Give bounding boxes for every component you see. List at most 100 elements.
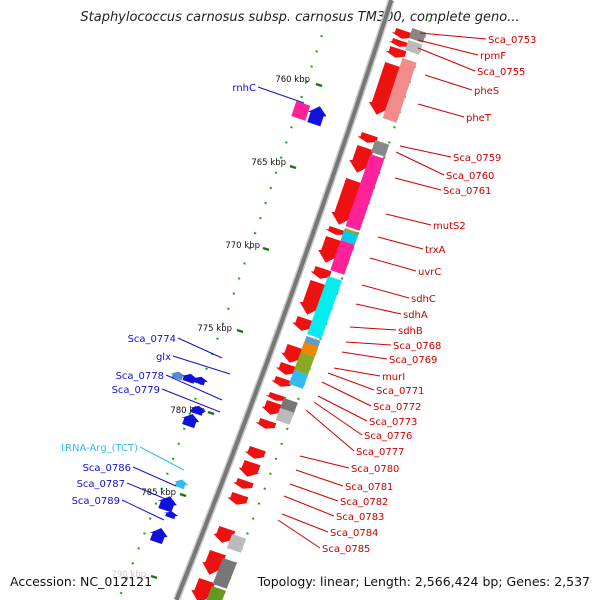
gene-label-sca-0777[interactable]: Sca_0777 bbox=[356, 447, 404, 458]
gene-sca-0787[interactable] bbox=[163, 511, 179, 520]
gene-band-6[interactable] bbox=[340, 230, 359, 245]
leader-line bbox=[299, 455, 350, 469]
gene-label-sca-0784[interactable]: Sca_0784 bbox=[330, 528, 378, 539]
leader-line bbox=[355, 303, 402, 315]
gene-label-sdhc[interactable]: sdhC bbox=[411, 294, 436, 305]
gene-label-sdhb[interactable]: sdhB bbox=[398, 326, 423, 337]
gene-sca-0780[interactable] bbox=[213, 526, 236, 543]
gene-sca-0786[interactable] bbox=[157, 496, 177, 513]
gene-label-sca-0781[interactable]: Sca_0781 bbox=[345, 482, 393, 493]
gene-trxa[interactable] bbox=[310, 266, 333, 279]
gene-label-trna-arg[interactable]: tRNA-Arg_(TCT) bbox=[61, 443, 138, 454]
gene-sca-0774-band[interactable] bbox=[169, 371, 186, 381]
gene-sca-0769[interactable] bbox=[265, 392, 288, 401]
gene-sca-0761[interactable] bbox=[325, 226, 348, 235]
gene-sca-0768[interactable] bbox=[271, 376, 294, 387]
leader-line bbox=[395, 151, 445, 176]
ruler-track bbox=[117, 19, 431, 600]
map-title: Staphylococcus carnosus subsp. carnosus … bbox=[80, 10, 520, 25]
gene-label-sca-0778[interactable]: Sca_0778 bbox=[116, 371, 164, 382]
gene-label-sca-0773[interactable]: Sca_0773 bbox=[369, 417, 417, 428]
gene-uvrc[interactable] bbox=[299, 280, 327, 315]
gene-label-glx[interactable]: glx bbox=[156, 352, 171, 363]
gene-rnhc[interactable] bbox=[307, 106, 327, 127]
gene-band-15[interactable] bbox=[226, 534, 247, 553]
gene-label-sca-0786[interactable]: Sca_0786 bbox=[83, 463, 131, 474]
gene-band-8[interactable] bbox=[307, 276, 342, 339]
gene-label-sca-0776[interactable]: Sca_0776 bbox=[364, 431, 412, 442]
gene-label-muri[interactable]: murI bbox=[382, 372, 405, 383]
gene-band-11[interactable] bbox=[294, 352, 315, 375]
gene-label-rnhc[interactable]: rnhC bbox=[232, 83, 256, 94]
gene-label-sca-0785[interactable]: Sca_0785 bbox=[322, 544, 370, 555]
gene-label-sca-0753[interactable]: Sca_0753 bbox=[488, 35, 536, 46]
right-labels[interactable]: Sca_0753 rpmF Sca_0755 pheS pheT Sca_075… bbox=[322, 35, 536, 555]
gene-sca-0773[interactable] bbox=[238, 460, 261, 477]
gene-label-sdha[interactable]: sdhA bbox=[403, 310, 428, 321]
gene-label-sca-0760[interactable]: Sca_0760 bbox=[446, 171, 494, 182]
gene-label-sca-0769[interactable]: Sca_0769 bbox=[389, 355, 437, 366]
gene-band-2[interactable] bbox=[382, 58, 417, 123]
gene-sca-0789[interactable] bbox=[149, 528, 168, 545]
gene-rnhc-band[interactable] bbox=[291, 101, 311, 121]
gene-label-sca-0780[interactable]: Sca_0780 bbox=[351, 464, 399, 475]
gene-band-17[interactable] bbox=[206, 586, 226, 600]
leader-line bbox=[345, 341, 392, 346]
gene-sdhb[interactable] bbox=[276, 362, 298, 375]
gene-glx[interactable] bbox=[192, 376, 208, 386]
gene-band-7[interactable] bbox=[330, 240, 355, 275]
gene-label-sca-0755[interactable]: Sca_0755 bbox=[477, 67, 525, 78]
gene-sca-0772[interactable] bbox=[244, 446, 267, 459]
gene-sca-0755[interactable] bbox=[385, 46, 408, 58]
gene-rpmf[interactable] bbox=[389, 38, 411, 47]
gene-label-sca-0761[interactable]: Sca_0761 bbox=[443, 186, 491, 197]
gene-band-10[interactable] bbox=[300, 342, 319, 357]
gene-sca-0776[interactable] bbox=[233, 478, 256, 489]
gene-label-muts2[interactable]: mutS2 bbox=[433, 221, 466, 232]
gene-label-sca-0782[interactable]: Sca_0782 bbox=[340, 497, 388, 508]
gene-band-4[interactable] bbox=[345, 154, 385, 231]
gene-label-uvrc[interactable]: uvrC bbox=[418, 267, 441, 278]
gene-band-3[interactable] bbox=[371, 140, 390, 157]
gene-label-sca-0759[interactable]: Sca_0759 bbox=[453, 153, 501, 164]
gene-sdhc[interactable] bbox=[292, 316, 315, 331]
gene-band-0[interactable] bbox=[409, 28, 427, 43]
gene-sca-0779[interactable] bbox=[181, 414, 200, 429]
gene-label-rpmf[interactable]: rpmF bbox=[480, 51, 506, 62]
gene-label-sca-0783[interactable]: Sca_0783 bbox=[336, 512, 384, 523]
gene-sca-0771[interactable] bbox=[255, 418, 278, 429]
gene-phet[interactable] bbox=[357, 132, 380, 143]
gene-label-sca-0768[interactable]: Sca_0768 bbox=[393, 341, 441, 352]
leader-line bbox=[132, 466, 177, 487]
gene-sdha[interactable] bbox=[281, 344, 304, 363]
gene-label-phet[interactable]: pheT bbox=[466, 113, 492, 124]
gene-band-16[interactable] bbox=[212, 558, 237, 589]
gene-label-sca-0771[interactable]: Sca_0771 bbox=[376, 386, 424, 397]
gene-muri[interactable] bbox=[261, 400, 284, 415]
left-labels[interactable]: rnhC Sca_0774 glx Sca_0778 Sca_0779 tRNA… bbox=[61, 83, 256, 507]
gene-trna-arg[interactable] bbox=[173, 479, 189, 490]
gene-sca-0774[interactable] bbox=[180, 373, 198, 384]
gene-sca-0753[interactable] bbox=[391, 28, 414, 39]
gene-label-sca-0772[interactable]: Sca_0772 bbox=[373, 402, 421, 413]
genome-summary-text: Topology: linear; Length: 2,566,424 bp; … bbox=[257, 574, 590, 589]
gene-label-sca-0774[interactable]: Sca_0774 bbox=[128, 334, 176, 345]
gene-sca-0778[interactable] bbox=[189, 405, 207, 416]
leader-line bbox=[377, 236, 424, 250]
gene-label-sca-0787[interactable]: Sca_0787 bbox=[77, 479, 125, 490]
gene-band-14[interactable] bbox=[275, 408, 295, 425]
leader-line bbox=[165, 374, 223, 401]
gene-features[interactable] bbox=[149, 28, 427, 600]
gene-sca-0777[interactable] bbox=[227, 492, 250, 505]
gene-sca-0760[interactable] bbox=[331, 178, 363, 225]
leader-line bbox=[295, 469, 344, 487]
gene-label-trxa[interactable]: trxA bbox=[425, 245, 446, 256]
leader-line bbox=[417, 39, 479, 56]
gene-label-sca-0789[interactable]: Sca_0789 bbox=[72, 496, 120, 507]
gene-label-phes[interactable]: pheS bbox=[474, 86, 499, 97]
gene-phes[interactable] bbox=[368, 62, 402, 115]
gene-band-12[interactable] bbox=[288, 370, 309, 389]
gene-band-1[interactable] bbox=[405, 40, 423, 55]
gene-label-sca-0779[interactable]: Sca_0779 bbox=[112, 385, 160, 396]
